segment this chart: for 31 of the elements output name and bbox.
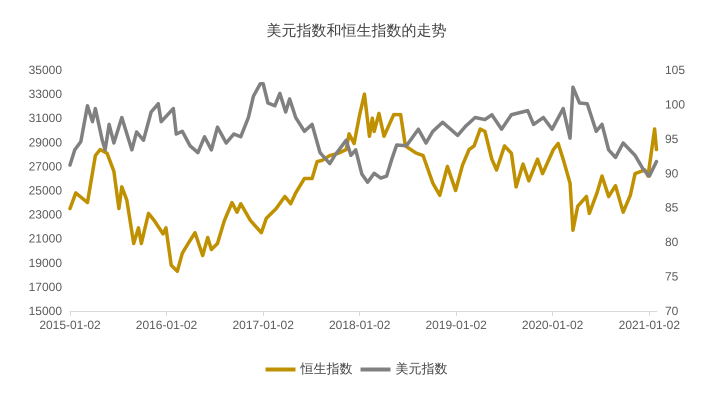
y2-tick-label: 90 [665, 166, 679, 180]
y-tick-label: 29000 [28, 135, 62, 150]
y2-tick-label: 100 [665, 97, 686, 112]
x-tick-label: 2018-01-02 [328, 318, 391, 332]
y-tick-label: 19000 [28, 256, 62, 270]
y-tick-label: 25000 [28, 184, 62, 198]
y-tick-label: 33000 [28, 87, 62, 102]
chart-title: 美元指数和恒生指数的走势 [266, 22, 446, 40]
x-tick-label: 2020-01-02 [522, 318, 584, 332]
y-tick-label: 21000 [28, 232, 62, 246]
y2-tick-label: 75 [665, 270, 679, 284]
x-tick-label: 2015-01-02 [39, 318, 102, 332]
y-tick-label: 17000 [28, 280, 62, 294]
y2-tick-label: 105 [665, 63, 686, 77]
line-series [68, 92, 658, 273]
legend-label: 恒生指数 [300, 362, 352, 377]
y-tick-label: 27000 [28, 159, 62, 174]
y2-tick-label: 80 [665, 235, 679, 250]
y2-tick-label: 85 [665, 200, 679, 215]
y2-tick-label: 70 [665, 304, 679, 318]
y-tick-label: 15000 [28, 304, 62, 318]
line-series [68, 82, 658, 184]
x-tick-label: 2016-01-02 [136, 318, 198, 332]
x-tick-label: 2017-01-02 [232, 318, 294, 332]
y-tick-label: 23000 [28, 208, 62, 222]
legend-label: 美元指数 [396, 361, 448, 377]
y2-tick-label: 95 [665, 132, 679, 146]
x-tick-label: 2019-01-02 [425, 318, 488, 332]
y-tick-label: 31000 [28, 111, 62, 126]
y-tick-label: 35000 [28, 63, 62, 77]
x-tick-label: 2021-01-02 [618, 318, 680, 332]
